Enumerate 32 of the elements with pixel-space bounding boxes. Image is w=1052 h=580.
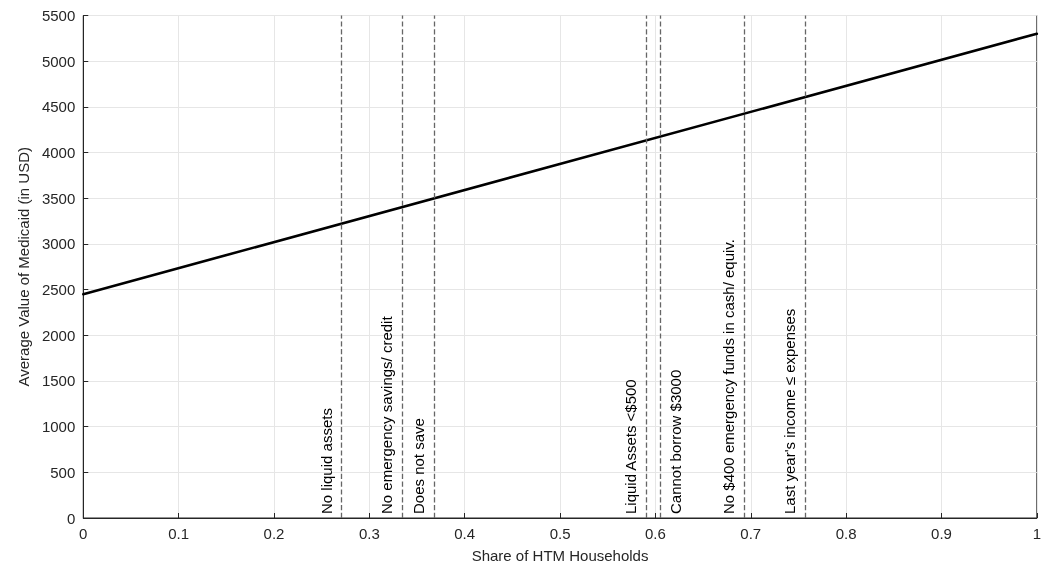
x-tick-label: 0.5 [549, 525, 571, 542]
x-tick-label: 0.2 [263, 525, 285, 542]
y-tick-label: 4000 [41, 144, 76, 162]
ref-line-label: Does not save [410, 418, 428, 514]
x-axis-title: Share of HTM Households [471, 547, 649, 564]
y-tick-label: 5500 [41, 7, 76, 24]
y-tick-label: 5000 [41, 52, 76, 70]
y-tick-label: 1000 [41, 418, 76, 436]
ref-line-label: Cannot borrow $3000 [667, 369, 685, 514]
x-tick-label: 0.3 [358, 525, 380, 542]
x-tick-label: 0 [79, 525, 88, 542]
y-tick-label: 2500 [41, 281, 76, 299]
y-axis-title: Average Value of Medicaid (in USD) [15, 146, 32, 387]
y-tick-label: 2000 [41, 326, 76, 344]
x-tick-label: 0.7 [740, 525, 762, 542]
y-tick-label: 3000 [41, 235, 76, 253]
x-tick-label: 0.9 [931, 525, 952, 542]
y-tick-label: 0 [66, 509, 76, 527]
ref-line-label: No liquid assets [317, 408, 335, 514]
ref-line-label: No $400 emergency funds in cash/ equiv. [720, 239, 738, 514]
ref-line-label: Last year's income ≤ expenses [781, 308, 799, 514]
x-tick-label: 0.6 [644, 525, 666, 542]
y-tick-label: 4500 [41, 98, 76, 116]
y-tick-label: 500 [50, 463, 76, 481]
x-tick-label: 0.8 [835, 525, 857, 542]
ref-line-label: No emergency savings/ credit [377, 315, 395, 514]
x-tick-label: 0.4 [454, 525, 476, 542]
ref-line-label: Liquid Assets <$500 [621, 379, 639, 514]
x-tick-label: 0.1 [168, 525, 190, 542]
y-tick-label: 1500 [41, 372, 76, 390]
x-tick-label: 1 [1032, 525, 1041, 542]
y-tick-label: 3500 [41, 189, 76, 207]
